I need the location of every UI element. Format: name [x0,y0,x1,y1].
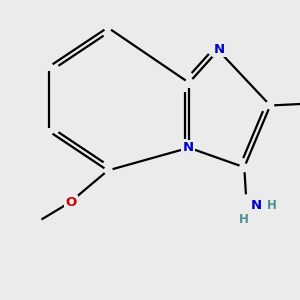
Text: N: N [251,199,262,212]
Text: N: N [182,141,194,154]
Text: O: O [65,196,76,209]
Text: N: N [214,43,225,56]
Text: H: H [239,213,249,226]
Text: H: H [267,199,277,212]
